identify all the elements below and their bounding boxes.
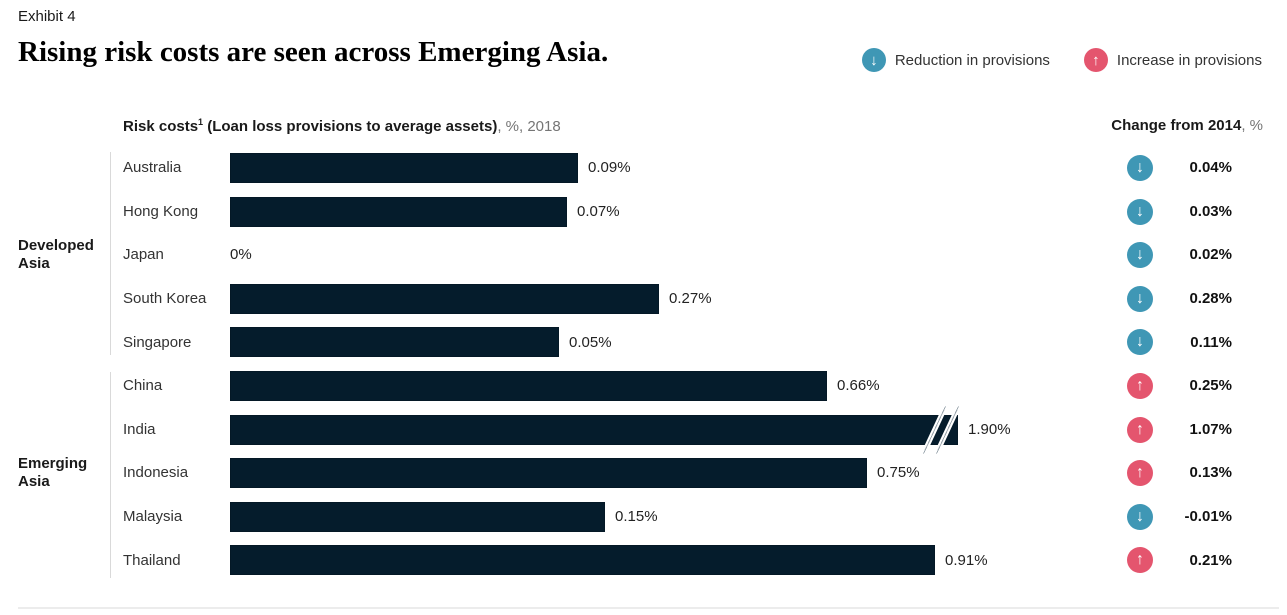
chart-row: Malaysia 0.15% ↓ -0.01%	[0, 495, 1287, 539]
bar-value-label: 0.15%	[615, 508, 658, 526]
country-label: Singapore	[123, 333, 192, 351]
group-divider-line	[110, 152, 111, 355]
arrow-down-icon: ↓	[1127, 329, 1153, 356]
chart-row: Singapore 0.05% ↓ 0.11%	[0, 320, 1287, 364]
chart-row: India 1.90% ↑ 1.07%	[0, 404, 1287, 455]
risk-cost-bar	[230, 458, 867, 489]
change-value: 0.28%	[1189, 290, 1232, 308]
bar-value-label: 0.91%	[945, 551, 988, 569]
country-label: South Korea	[123, 290, 207, 308]
legend-item-reduction: ↓ Reduction in provisions	[861, 48, 1050, 72]
change-value: 0.13%	[1189, 464, 1232, 482]
arrow-down-icon: ↓	[1127, 285, 1153, 312]
bar-value-label: 0%	[230, 246, 252, 264]
risk-cost-bar	[230, 370, 827, 401]
country-label: India	[123, 420, 156, 438]
change-value: -0.01%	[1184, 508, 1232, 526]
risk-cost-bar	[230, 153, 578, 183]
arrow-down-icon: ↓	[1127, 503, 1153, 530]
arrow-down-icon: ↓	[1127, 242, 1153, 269]
legend-label: Increase in provisions	[1116, 51, 1262, 69]
arrow-up-icon: ↑	[1127, 547, 1153, 574]
page-title: Rising risk costs are seen across Emergi…	[18, 36, 609, 68]
arrow-down-icon: ↓	[1127, 198, 1153, 225]
change-value: 0.02%	[1189, 246, 1232, 264]
legend-item-increase: ↑ Increase in provisions	[1083, 48, 1262, 72]
country-label: Malaysia	[123, 508, 183, 526]
arrow-up-icon: ↑	[1083, 48, 1108, 72]
country-label: China	[123, 377, 163, 395]
legend-label: Reduction in provisions	[894, 51, 1050, 69]
chart-rows: Australia 0.09% ↓ 0.04% Hong Kong 0.07% …	[0, 146, 1287, 582]
footnote-marker: 1	[198, 117, 204, 127]
change-value: 0.11%	[1190, 333, 1232, 351]
country-label: Indonesia	[123, 464, 189, 482]
arrow-down-icon: ↓	[1127, 155, 1153, 181]
arrow-up-icon: ↑	[1127, 460, 1153, 487]
risk-cost-bar	[230, 414, 958, 445]
bar-value-label: 1.90%	[968, 420, 1011, 438]
arrow-down-icon: ↓	[861, 48, 886, 72]
change-value: 0.25%	[1189, 377, 1232, 395]
bottom-rule	[18, 607, 1279, 609]
exhibit-label: Exhibit 4	[18, 8, 76, 25]
group-label-emerging-asia: Emerging Asia	[18, 455, 88, 490]
bar-value-label: 0.05%	[569, 333, 612, 351]
bar-value-label: 0.27%	[669, 290, 712, 308]
country-label: Hong Kong	[123, 202, 199, 220]
column-headers: Risk costs1 (Loan loss provisions to ave…	[0, 117, 1287, 137]
change-value: 1.07%	[1189, 420, 1232, 438]
risk-cost-bar	[230, 196, 567, 227]
bar-value-label: 0.66%	[837, 377, 880, 395]
country-label: Thailand	[123, 551, 181, 569]
change-value: 0.21%	[1189, 551, 1232, 569]
risk-cost-bar	[230, 501, 605, 532]
arrow-up-icon: ↑	[1127, 372, 1153, 399]
country-label: Australia	[123, 159, 182, 177]
change-value: 0.03%	[1189, 202, 1232, 220]
right-column-title: Change from 2014, %	[1111, 117, 1263, 134]
axis-break-marks	[921, 404, 972, 456]
risk-cost-bar	[230, 327, 559, 358]
bar-value-label: 0.09%	[588, 159, 631, 177]
chart-row: Japan 0% ↓ 0.02%	[0, 233, 1287, 277]
chart-row: Hong Kong 0.07% ↓ 0.03%	[0, 190, 1287, 234]
chart-row: Thailand 0.91% ↑ 0.21%	[0, 538, 1287, 582]
group-divider-line	[110, 372, 111, 578]
group-label-developed-asia: Developed Asia	[18, 237, 94, 272]
chart-row: China 0.66% ↑ 0.25%	[0, 364, 1287, 408]
chart-row: South Korea 0.27% ↓ 0.28%	[0, 277, 1287, 321]
legend: ↓ Reduction in provisions ↑ Increase in …	[861, 48, 1262, 72]
change-value: 0.04%	[1189, 159, 1232, 177]
arrow-up-icon: ↑	[1127, 416, 1153, 443]
chart-row: Australia 0.09% ↓ 0.04%	[0, 146, 1287, 190]
bar-value-label: 0.75%	[877, 464, 920, 482]
bar-value-label: 0.07%	[577, 202, 620, 220]
chart-row: Indonesia 0.75% ↑ 0.13%	[0, 451, 1287, 495]
risk-cost-bar	[230, 283, 659, 314]
left-axis-title: Risk costs1 (Loan loss provisions to ave…	[123, 117, 561, 135]
risk-cost-bar	[230, 545, 935, 576]
country-label: Japan	[123, 246, 164, 264]
